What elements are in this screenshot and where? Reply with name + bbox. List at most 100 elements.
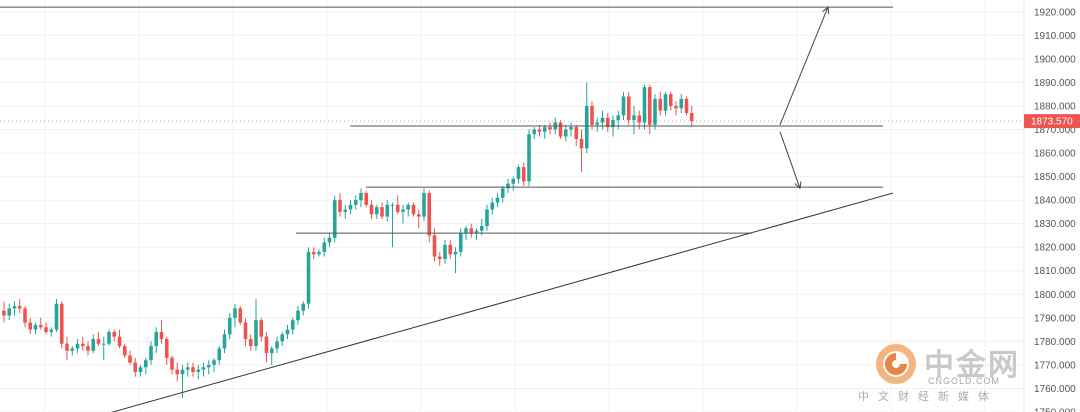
candle-body [233, 308, 237, 318]
candle-body [632, 115, 636, 121]
candle-body [353, 200, 358, 205]
candle-body [217, 348, 222, 361]
candle-body [227, 317, 232, 335]
candle-body [642, 87, 647, 123]
candle-body [422, 193, 426, 217]
candle-body [44, 327, 48, 332]
candle-body [542, 127, 547, 132]
candle-body [290, 320, 295, 330]
candle-body [653, 98, 657, 125]
candle-body [322, 242, 327, 252]
candle-body [107, 331, 111, 344]
arrowhead [822, 6, 830, 15]
candle-body [170, 357, 174, 370]
candle-body [23, 308, 27, 323]
candle-body [390, 204, 395, 206]
price-axis: 1750.000 1760.000 1770.000 1780.000 1790.000… [1023, 0, 1076, 412]
candle-body [579, 138, 584, 149]
candle-body [432, 235, 437, 257]
candle-body [96, 339, 101, 344]
candle-body [222, 334, 227, 349]
y-tick-label: 1780.000 [1034, 337, 1076, 348]
candle-body [12, 306, 17, 309]
current-price-label: 1873.570 [1031, 117, 1073, 128]
candle-body [238, 308, 243, 323]
candle-body [443, 244, 447, 259]
candle-body [117, 336, 122, 347]
candle-body [101, 343, 106, 345]
candle-body [348, 204, 353, 210]
y-tick-label: 1760.000 [1034, 384, 1076, 395]
y-tick-label: 1890.000 [1034, 78, 1076, 89]
candle-body [464, 228, 468, 234]
candle-body [511, 178, 516, 184]
y-tick-label: 1870.000 [1034, 125, 1076, 136]
candle-body [374, 207, 379, 215]
candle-body [269, 348, 274, 354]
watermark-subtitle: 中文财经新媒体 [858, 390, 998, 403]
arrowhead [794, 181, 802, 190]
candle-body [490, 202, 495, 210]
candle-body [343, 209, 348, 212]
candle-body [122, 346, 127, 356]
candle-body [185, 367, 190, 370]
candle-body [175, 369, 180, 375]
y-tick-label: 1810.000 [1034, 266, 1076, 277]
candle-body [275, 341, 279, 349]
candle-body [563, 129, 568, 137]
candle-body [180, 369, 185, 375]
candle-body [500, 188, 505, 198]
candle-body [611, 120, 615, 128]
candle-body [59, 303, 64, 344]
candle-body [91, 339, 96, 351]
y-tick-label: 1860.000 [1034, 149, 1076, 160]
candle-body [684, 98, 689, 114]
candle-body [537, 129, 542, 132]
candle-body [411, 204, 416, 215]
candle-body [143, 360, 148, 368]
y-tick-label: 1920.000 [1034, 7, 1076, 18]
candle-body [28, 322, 33, 330]
candle-body [532, 129, 537, 135]
candle-body [506, 183, 510, 189]
candle-body [637, 115, 642, 123]
candle-body [327, 237, 332, 243]
candle-body [674, 105, 678, 109]
candle-body [621, 96, 626, 116]
candle-body [458, 233, 463, 252]
candle-body [80, 343, 85, 347]
candle-body [574, 127, 579, 139]
drawings [0, 6, 894, 412]
y-tick-label: 1880.000 [1034, 101, 1076, 112]
candle-body [385, 204, 390, 217]
candle-body [448, 244, 453, 255]
candle-body [154, 331, 159, 347]
candle-body [380, 207, 384, 217]
candle-body [201, 367, 206, 370]
current-price-tag: 1873.570 [1024, 114, 1080, 129]
candle-body [485, 209, 489, 227]
candle-body [364, 193, 369, 205]
candle-body [453, 251, 458, 255]
candle-body [584, 105, 589, 149]
candle-body [395, 204, 400, 212]
candle-body [605, 117, 610, 128]
current-price-tag-box [1024, 114, 1080, 129]
watermark-name: 中金网 [924, 348, 1020, 383]
candle-body [254, 320, 258, 347]
candle-body [521, 167, 526, 182]
candle-body [495, 197, 500, 203]
candle-body [626, 96, 631, 121]
candle-body [243, 322, 248, 340]
candle-body [616, 115, 621, 121]
candle-body [558, 122, 563, 137]
candle-body [569, 127, 573, 130]
candle-body [33, 324, 38, 330]
candle-body [296, 310, 300, 321]
watermark-domain: CNGOLD.COM [928, 376, 1001, 386]
projection-arrow [779, 6, 829, 125]
y-tick-label: 1910.000 [1034, 31, 1076, 42]
candle-body [658, 98, 663, 111]
candle-body [647, 87, 652, 125]
watermark: 中金网 CNGOLD.COM 中文财经新媒体 [858, 340, 1066, 403]
